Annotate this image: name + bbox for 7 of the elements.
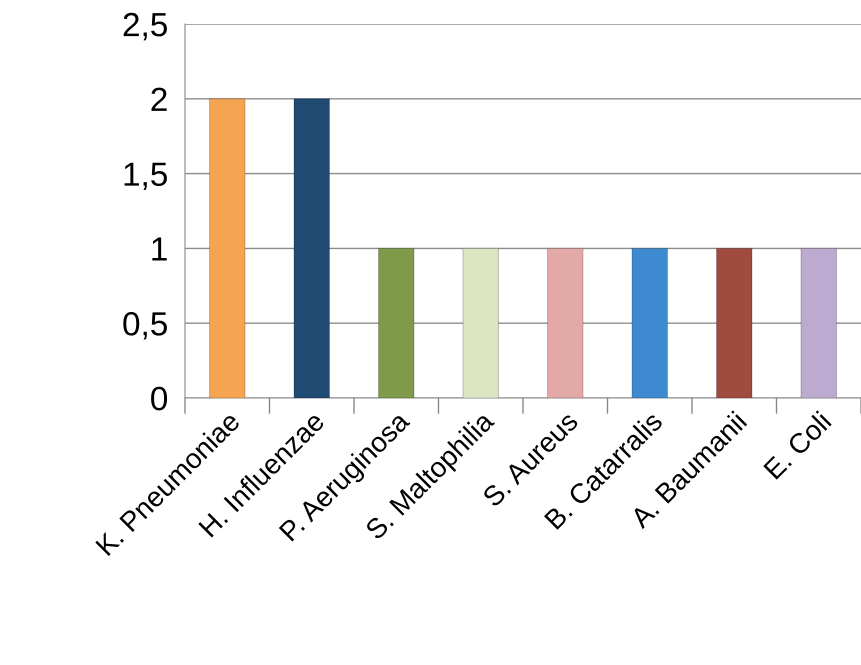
y-tick-label: 2 <box>151 88 167 111</box>
y-tick-label: 1 <box>152 238 167 260</box>
y-tick-label: 0 <box>151 386 168 410</box>
y-tick-label: 0,5 <box>123 312 167 340</box>
x-tick-label: E. Coli <box>762 410 832 480</box>
y-tick-label: 2,5 <box>124 12 167 40</box>
y-tick-label: 1,5 <box>124 162 167 190</box>
